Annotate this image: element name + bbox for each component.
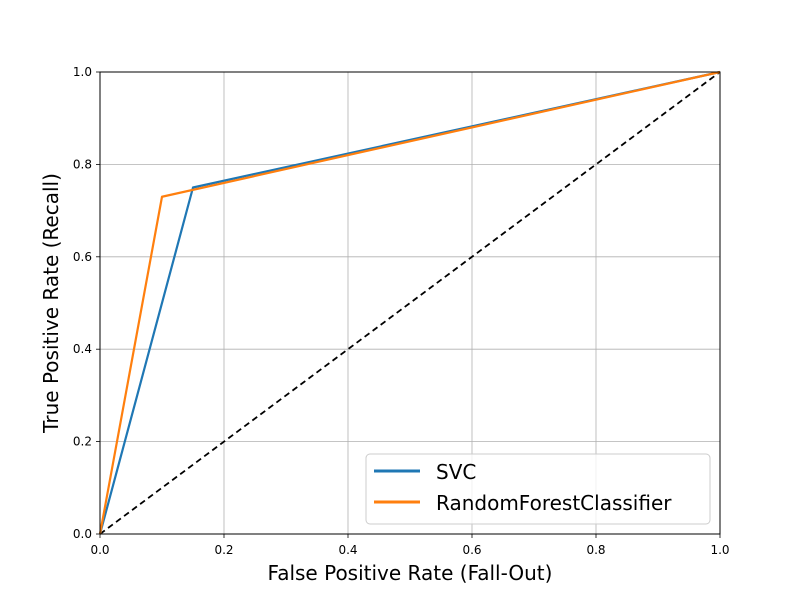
y-axis-label: True Positive Rate (Recall) bbox=[39, 173, 63, 434]
y-tick-label: 0.0 bbox=[73, 527, 92, 541]
y-tick-label: 0.2 bbox=[73, 435, 92, 449]
y-tick-label: 0.6 bbox=[73, 250, 92, 264]
x-tick-label: 0.0 bbox=[90, 543, 109, 557]
y-tick-label: 0.4 bbox=[73, 342, 92, 356]
axis-ticks: 0.0 0.2 0.4 0.6 0.8 1.0 0.0 0.2 0.4 0.6 0.8 1.0 bbox=[73, 65, 730, 557]
x-tick-label: 0.6 bbox=[462, 543, 481, 557]
legend: SVC RandomForestClassifier bbox=[365, 453, 711, 525]
reference-diagonal bbox=[99, 71, 721, 535]
x-tick-label: 0.4 bbox=[338, 543, 357, 557]
series-group bbox=[98, 70, 721, 535]
x-axis-label: False Positive Rate (Fall-Out) bbox=[268, 561, 553, 585]
series-line-randomforestclassifier bbox=[98, 70, 721, 535]
plot-frame bbox=[99, 71, 721, 535]
legend-label-randomforest: RandomForestClassifier bbox=[436, 491, 672, 515]
y-tick-label: 1.0 bbox=[73, 65, 92, 79]
x-tick-label: 0.8 bbox=[586, 543, 605, 557]
x-tick-label: 1.0 bbox=[710, 543, 729, 557]
legend-box bbox=[365, 453, 711, 525]
legend-label-svc: SVC bbox=[436, 460, 476, 484]
x-tick-label: 0.2 bbox=[214, 543, 233, 557]
chance-diagonal-line bbox=[99, 71, 721, 535]
y-tick-label: 0.8 bbox=[73, 157, 92, 171]
